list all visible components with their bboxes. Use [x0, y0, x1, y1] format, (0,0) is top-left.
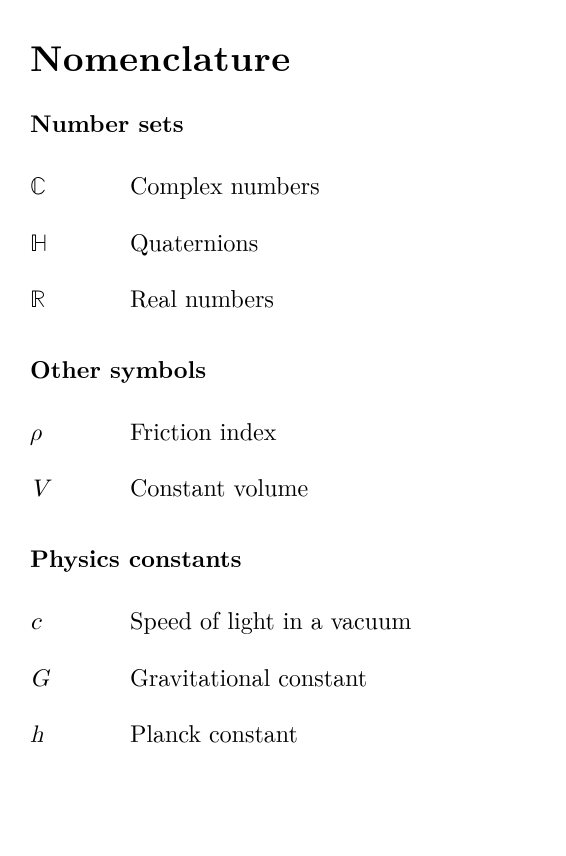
list-item: h Planck constant: [30, 706, 536, 763]
symbol-description: Quaternions: [130, 215, 536, 272]
symbol-description: Gravitational constant: [130, 650, 536, 707]
symbol: ℂ: [30, 158, 130, 215]
symbol: ρ: [30, 404, 130, 461]
list-item: ℝ Real numbers: [30, 271, 536, 328]
list-item: ℍ Quaternions: [30, 215, 536, 272]
page-title: Nomenclature: [30, 30, 536, 82]
list-item: G Gravitational constant: [30, 650, 536, 707]
list-item: V Constant volume: [30, 460, 536, 517]
section-heading-number-sets: Number sets: [30, 106, 536, 140]
symbol-description: Planck constant: [130, 706, 536, 763]
symbol: ℝ: [30, 271, 130, 328]
entries-number-sets: ℂ Complex numbers ℍ Quaternions ℝ Real n…: [30, 158, 536, 328]
section-heading-physics-constants: Physics constants: [30, 541, 536, 575]
symbol: V: [30, 460, 130, 517]
symbol-description: Speed of light in a vacuum: [130, 593, 536, 650]
entries-other-symbols: ρ Friction index V Constant volume: [30, 404, 536, 517]
symbol-description: Friction index: [130, 404, 536, 461]
section-heading-other-symbols: Other symbols: [30, 352, 536, 386]
entries-physics-constants: c Speed of light in a vacuum G Gravitati…: [30, 593, 536, 763]
symbol-description: Complex numbers: [130, 158, 536, 215]
list-item: c Speed of light in a vacuum: [30, 593, 536, 650]
symbol: ℍ: [30, 215, 130, 272]
symbol: G: [30, 650, 130, 707]
symbol-description: Real numbers: [130, 271, 536, 328]
list-item: ℂ Complex numbers: [30, 158, 536, 215]
symbol: c: [30, 593, 130, 650]
symbol: h: [30, 706, 130, 763]
list-item: ρ Friction index: [30, 404, 536, 461]
symbol-description: Constant volume: [130, 460, 536, 517]
